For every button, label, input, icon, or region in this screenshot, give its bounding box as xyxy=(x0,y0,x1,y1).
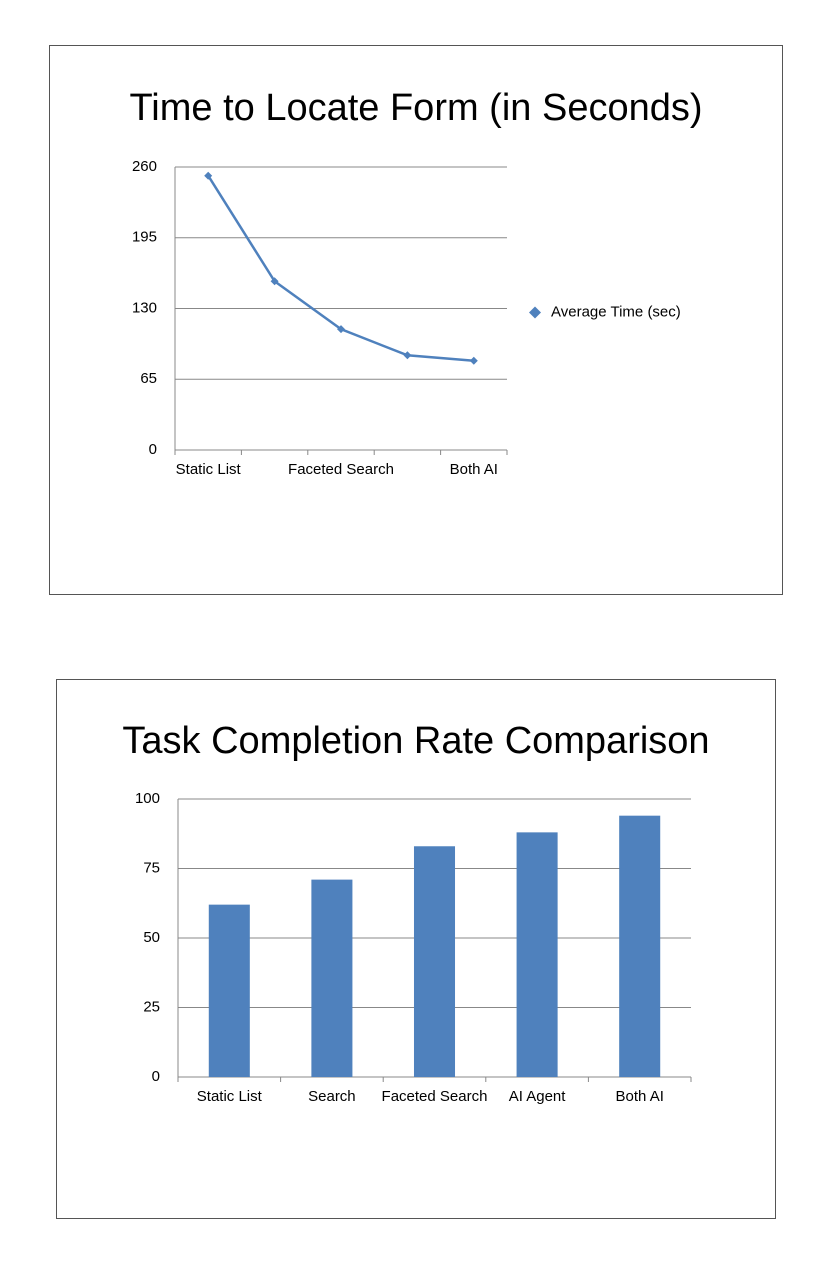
point xyxy=(204,171,213,180)
chart-frame xyxy=(49,45,783,595)
chart-title: Task Completion Rate Comparison xyxy=(122,720,709,762)
y-tick-label: 0 xyxy=(149,441,157,458)
point xyxy=(469,356,478,365)
x-tick-label: Static List xyxy=(197,1088,263,1105)
y-tick-label: 65 xyxy=(140,370,157,387)
y-tick-label: 260 xyxy=(132,158,157,175)
y-tick-label: 50 xyxy=(143,929,160,946)
bar xyxy=(208,904,250,1077)
x-tick-label: Search xyxy=(308,1088,356,1105)
y-tick-label: 25 xyxy=(143,998,160,1015)
bar xyxy=(619,815,661,1077)
x-tick-label: Faceted Search xyxy=(382,1088,488,1105)
x-tick-label: Faceted Search xyxy=(288,461,394,478)
legend-marker xyxy=(529,306,541,319)
x-tick-label: AI Agent xyxy=(509,1088,567,1105)
point xyxy=(337,325,345,334)
y-tick-label: 0 xyxy=(152,1068,160,1085)
y-tick-label: 100 xyxy=(135,790,160,807)
x-tick-label: Both AI xyxy=(616,1088,664,1105)
x-tick-label: Both AI xyxy=(450,461,498,478)
bar xyxy=(516,832,558,1077)
x-tick-label: Static List xyxy=(176,461,242,478)
point xyxy=(403,351,412,360)
legend-label: Average Time (sec) xyxy=(551,303,681,320)
bar xyxy=(311,879,353,1077)
y-tick-label: 130 xyxy=(132,299,157,316)
y-tick-label: 195 xyxy=(132,229,157,246)
bar xyxy=(413,846,456,1077)
y-tick-label: 75 xyxy=(143,859,160,876)
chart-title: Time to Locate Form (in Seconds) xyxy=(129,87,702,129)
point xyxy=(270,277,279,286)
